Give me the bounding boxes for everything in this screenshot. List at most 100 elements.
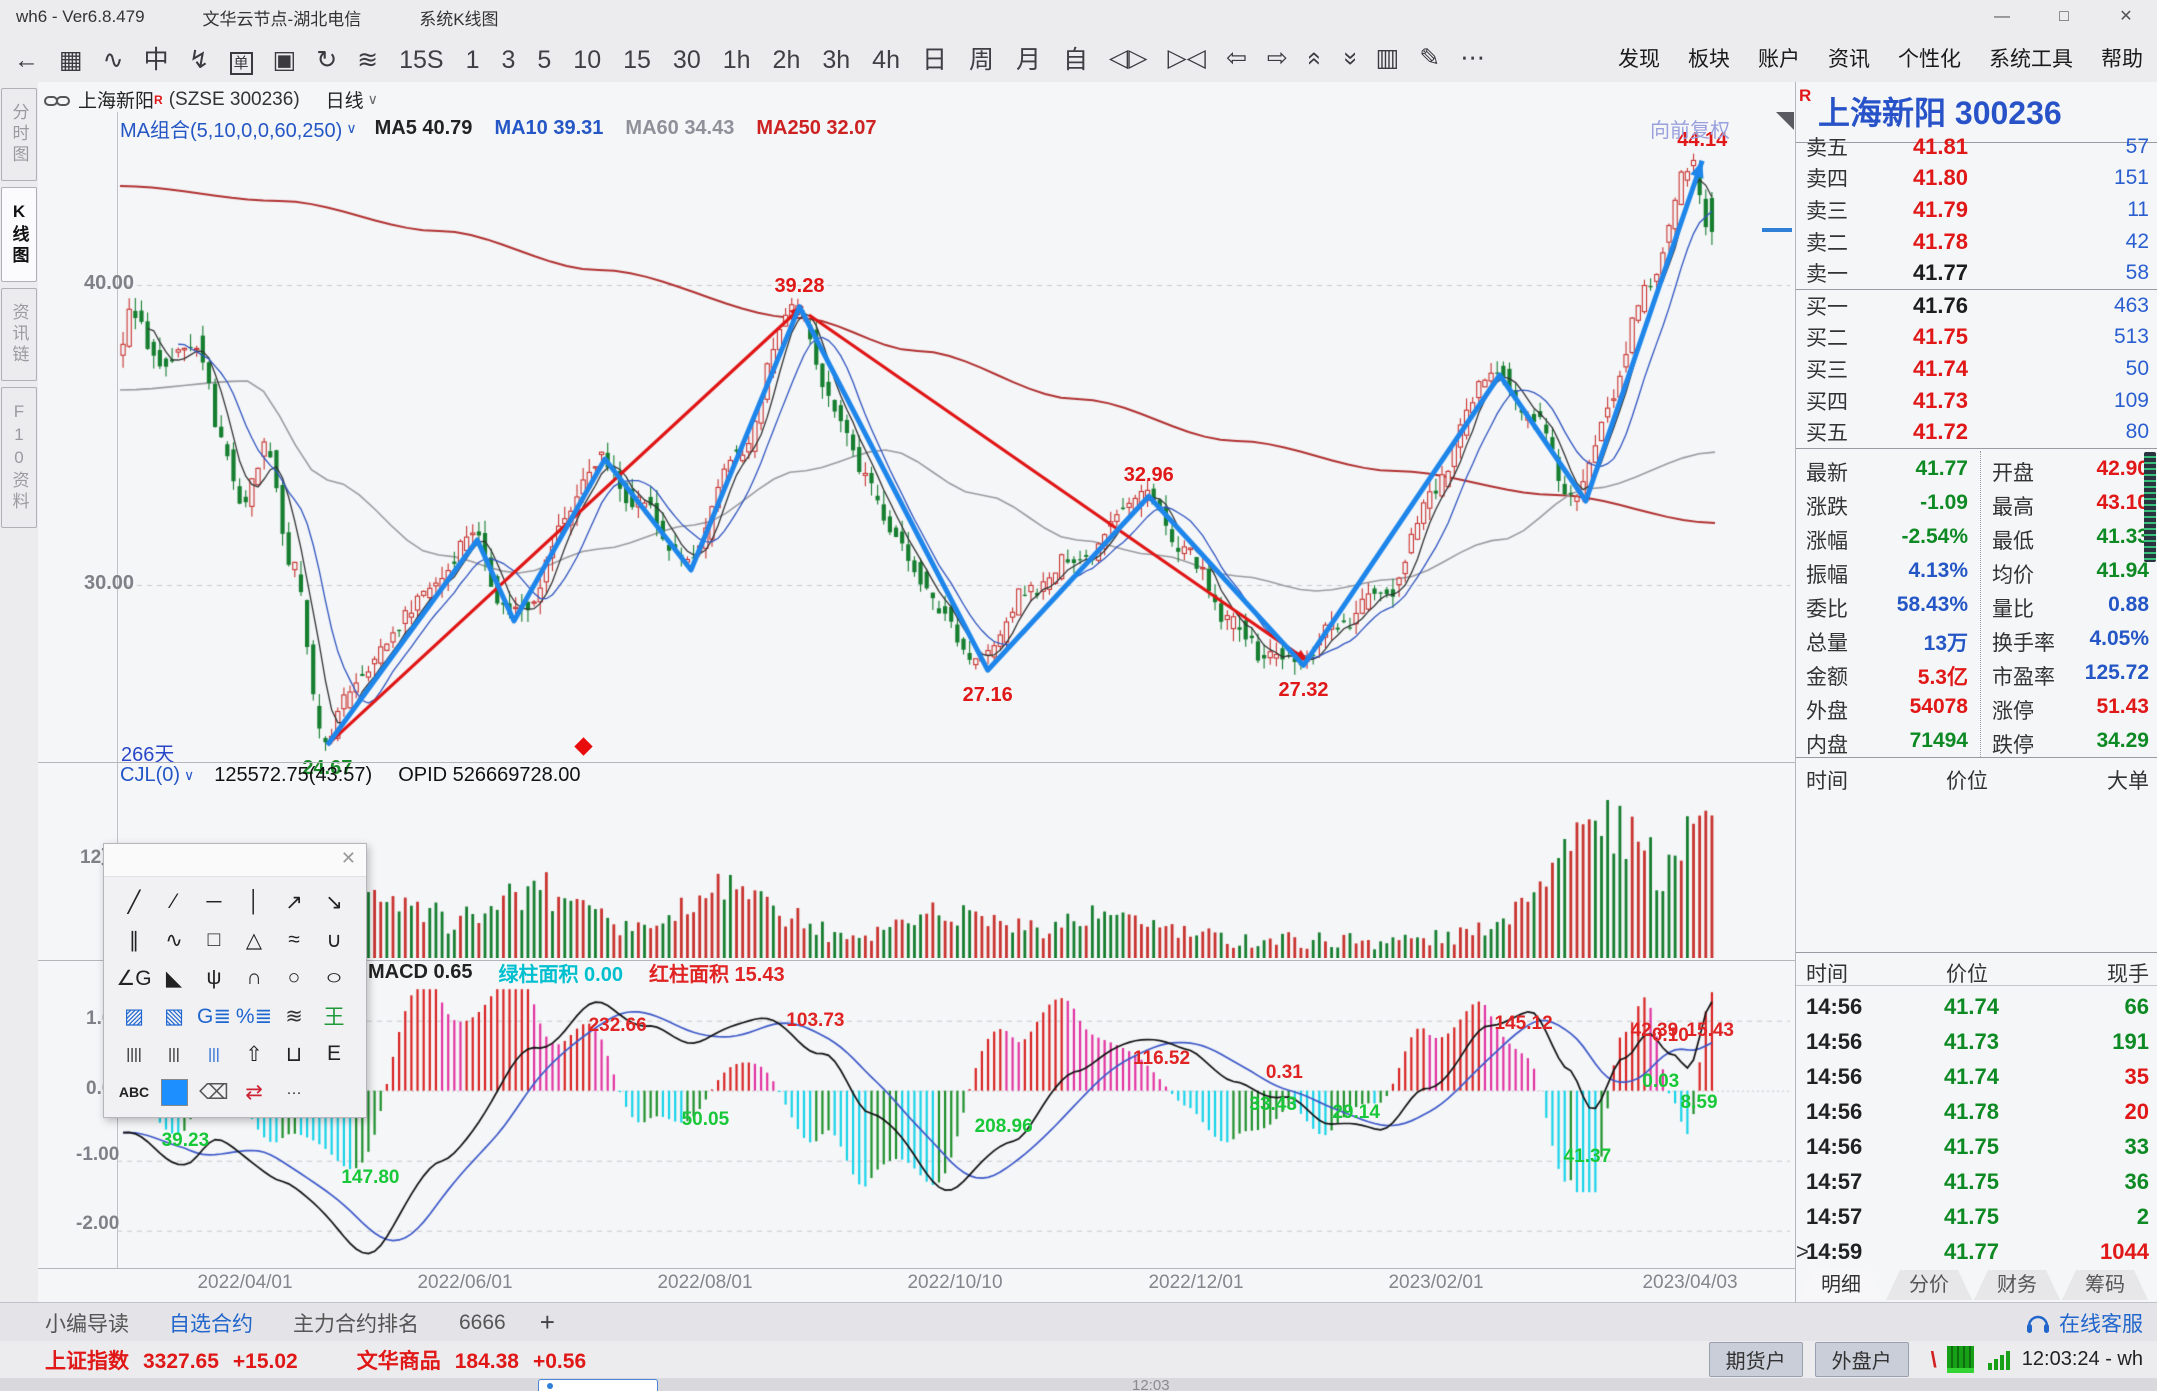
volume-canvas[interactable] bbox=[117, 790, 1790, 958]
arc-u-tool[interactable]: ∪ bbox=[314, 921, 354, 959]
chevron-down-icon[interactable]: ∨ bbox=[368, 91, 378, 108]
online-service[interactable]: 在线客服 bbox=[2025, 1303, 2143, 1342]
timeframe-日[interactable]: 日 bbox=[922, 46, 947, 74]
sidebar-tab-资讯链[interactable]: 资讯链 bbox=[1, 288, 37, 381]
close-icon[interactable]: ✕ bbox=[2095, 0, 2157, 34]
cycle-lines-tool[interactable]: ||| bbox=[194, 1035, 234, 1073]
timeframe-30[interactable]: 30 bbox=[673, 46, 701, 74]
account-button-外盘户[interactable]: 外盘户 bbox=[1815, 1342, 1909, 1377]
detail-tab-财务[interactable]: 财务 bbox=[1974, 1270, 2060, 1300]
kline-canvas[interactable] bbox=[117, 135, 1790, 760]
vertical-line-tool[interactable]: │ bbox=[234, 883, 274, 921]
chevron-down-icon[interactable]: ∨ bbox=[346, 120, 356, 137]
page-right-icon[interactable]: ⇨ bbox=[1267, 44, 1288, 72]
account-button-期货户[interactable]: 期货户 bbox=[1709, 1342, 1803, 1377]
expand-down-icon[interactable]: « bbox=[1342, 44, 1356, 72]
add-tab-button[interactable]: + bbox=[540, 1307, 555, 1338]
collapse-up-icon[interactable]: « bbox=[1308, 44, 1322, 72]
e-lines-tool[interactable]: E bbox=[314, 1035, 354, 1073]
bottom-tab-自选合约[interactable]: 自选合约 bbox=[169, 1308, 253, 1338]
percent-retracement-tool[interactable]: %≣ bbox=[234, 997, 274, 1035]
timeframe-5[interactable]: 5 bbox=[537, 46, 551, 74]
timeframe-自[interactable]: 自 bbox=[1063, 46, 1088, 74]
save-icon[interactable]: ▣ bbox=[273, 46, 297, 74]
ma-group-selector[interactable]: MA组合(5,10,0,0,60,250) bbox=[120, 114, 342, 143]
menu-发现[interactable]: 发现 bbox=[1618, 43, 1660, 73]
pitchfork-tool[interactable]: ψ bbox=[194, 959, 234, 997]
sidebar-tab-F10资料[interactable]: F10资料 bbox=[1, 387, 37, 528]
timeframe-2h[interactable]: 2h bbox=[773, 46, 801, 74]
rectangle-tool[interactable]: □ bbox=[194, 921, 234, 959]
speed-resistance-tool[interactable]: ≋ bbox=[274, 997, 314, 1035]
time-lines-3-tool[interactable]: ||| bbox=[154, 1035, 194, 1073]
sidebar-tab-分时图[interactable]: 分时图 bbox=[1, 88, 37, 181]
layout-icon[interactable]: ▥ bbox=[1376, 44, 1400, 72]
sidebar-tab-K线图[interactable]: K线图 bbox=[1, 187, 37, 282]
menu-个性化[interactable]: 个性化 bbox=[1898, 43, 1961, 73]
refresh-icon[interactable]: ↻ bbox=[316, 46, 337, 74]
market-table-icon[interactable]: ▦ bbox=[59, 46, 83, 74]
arrow-down-line-tool[interactable]: ↘ bbox=[314, 883, 354, 921]
menu-资讯[interactable]: 资讯 bbox=[1828, 43, 1870, 73]
bottom-tab-小编导读[interactable]: 小编导读 bbox=[45, 1308, 129, 1338]
close-icon[interactable]: ✕ bbox=[341, 848, 356, 869]
bottom-tab-6666[interactable]: 6666 bbox=[459, 1311, 506, 1335]
scrollbar-thumb[interactable] bbox=[2144, 452, 2156, 562]
palette-titlebar[interactable]: ✕ bbox=[104, 844, 366, 877]
text-tool[interactable]: ABC bbox=[114, 1073, 154, 1111]
detail-tab-明细[interactable]: 明细 bbox=[1798, 1270, 1884, 1300]
menu-账户[interactable]: 账户 bbox=[1758, 43, 1800, 73]
detail-tab-分价[interactable]: 分价 bbox=[1886, 1270, 1972, 1300]
gann-grid-tool[interactable]: 王 bbox=[314, 997, 354, 1035]
trend-line-icon[interactable]: ∿ bbox=[103, 46, 124, 74]
fan-arc-tool[interactable]: ∩ bbox=[234, 959, 274, 997]
page-left-icon[interactable]: ⇦ bbox=[1226, 44, 1247, 72]
time-lines-4-tool[interactable]: |||| bbox=[114, 1035, 154, 1073]
back-icon[interactable]: ← bbox=[14, 46, 39, 74]
timeframe-15s[interactable]: 15S bbox=[399, 46, 443, 74]
gann-lines-tool[interactable]: G≣ bbox=[194, 997, 234, 1035]
color-swatch[interactable] bbox=[154, 1073, 194, 1111]
period-selector[interactable]: 日线 bbox=[326, 86, 364, 113]
timeframe-15[interactable]: 15 bbox=[623, 46, 651, 74]
eraser-tool[interactable]: ⌫ bbox=[194, 1073, 234, 1111]
cjl-selector[interactable]: CJL(0) bbox=[120, 764, 180, 787]
candlestick-icon[interactable]: 中 bbox=[144, 46, 169, 74]
arrow-up-line-tool[interactable]: ↗ bbox=[274, 883, 314, 921]
timeframe-月[interactable]: 月 bbox=[1016, 46, 1041, 74]
expand-horizontal-icon[interactable]: ◁▷ bbox=[1109, 44, 1147, 72]
menu-帮助[interactable]: 帮助 bbox=[2101, 43, 2143, 73]
timeframe-3[interactable]: 3 bbox=[501, 46, 515, 74]
ellipse-tool[interactable]: ○ bbox=[306, 959, 362, 997]
menu-系统工具[interactable]: 系统工具 bbox=[1989, 43, 2073, 73]
more-icon[interactable]: ⋯ bbox=[1460, 44, 1485, 72]
arrow-mark-tool[interactable]: ⇧ bbox=[234, 1035, 274, 1073]
timeframe-4h[interactable]: 4h bbox=[872, 46, 900, 74]
chart-switch-icon[interactable]: ≋ bbox=[357, 46, 378, 74]
panel-divider[interactable] bbox=[38, 762, 1795, 763]
right-triangle-tool[interactable]: ◣ bbox=[154, 959, 194, 997]
object-list-tool[interactable]: ⇄ bbox=[234, 1073, 274, 1111]
triangle-tool[interactable]: △ bbox=[234, 921, 274, 959]
wave-tool[interactable]: ≈ bbox=[274, 921, 314, 959]
dashed-line-tool[interactable]: ⁄ bbox=[154, 883, 194, 921]
draw-icon[interactable]: ✎ bbox=[1419, 44, 1440, 72]
timeframe-1h[interactable]: 1h bbox=[723, 46, 751, 74]
parallel-lines-tool[interactable]: ∥ bbox=[114, 921, 154, 959]
more-tools[interactable]: ··· bbox=[274, 1073, 314, 1111]
menu-板块[interactable]: 板块 bbox=[1688, 43, 1730, 73]
link-icon[interactable] bbox=[44, 93, 70, 109]
order-panel-icon[interactable]: 单 bbox=[230, 46, 253, 74]
bottom-tab-主力合约排名[interactable]: 主力合约排名 bbox=[293, 1308, 419, 1338]
chevron-down-icon[interactable]: ∨ bbox=[184, 767, 194, 784]
flash-order-icon[interactable]: ↯ bbox=[189, 46, 210, 74]
regression-channel-tool[interactable]: ▧ bbox=[154, 997, 194, 1035]
channel-tool[interactable]: ▨ bbox=[114, 997, 154, 1035]
timeframe-10[interactable]: 10 bbox=[573, 46, 601, 74]
line-tool[interactable]: ╱ bbox=[114, 883, 154, 921]
angle-tool[interactable]: ∠G bbox=[114, 959, 154, 997]
timeframe-周[interactable]: 周 bbox=[969, 46, 994, 74]
detail-tab-筹码[interactable]: 筹码 bbox=[2062, 1270, 2148, 1300]
maximize-icon[interactable]: □ bbox=[2033, 0, 2095, 34]
horizontal-line-tool[interactable]: ─ bbox=[194, 883, 234, 921]
